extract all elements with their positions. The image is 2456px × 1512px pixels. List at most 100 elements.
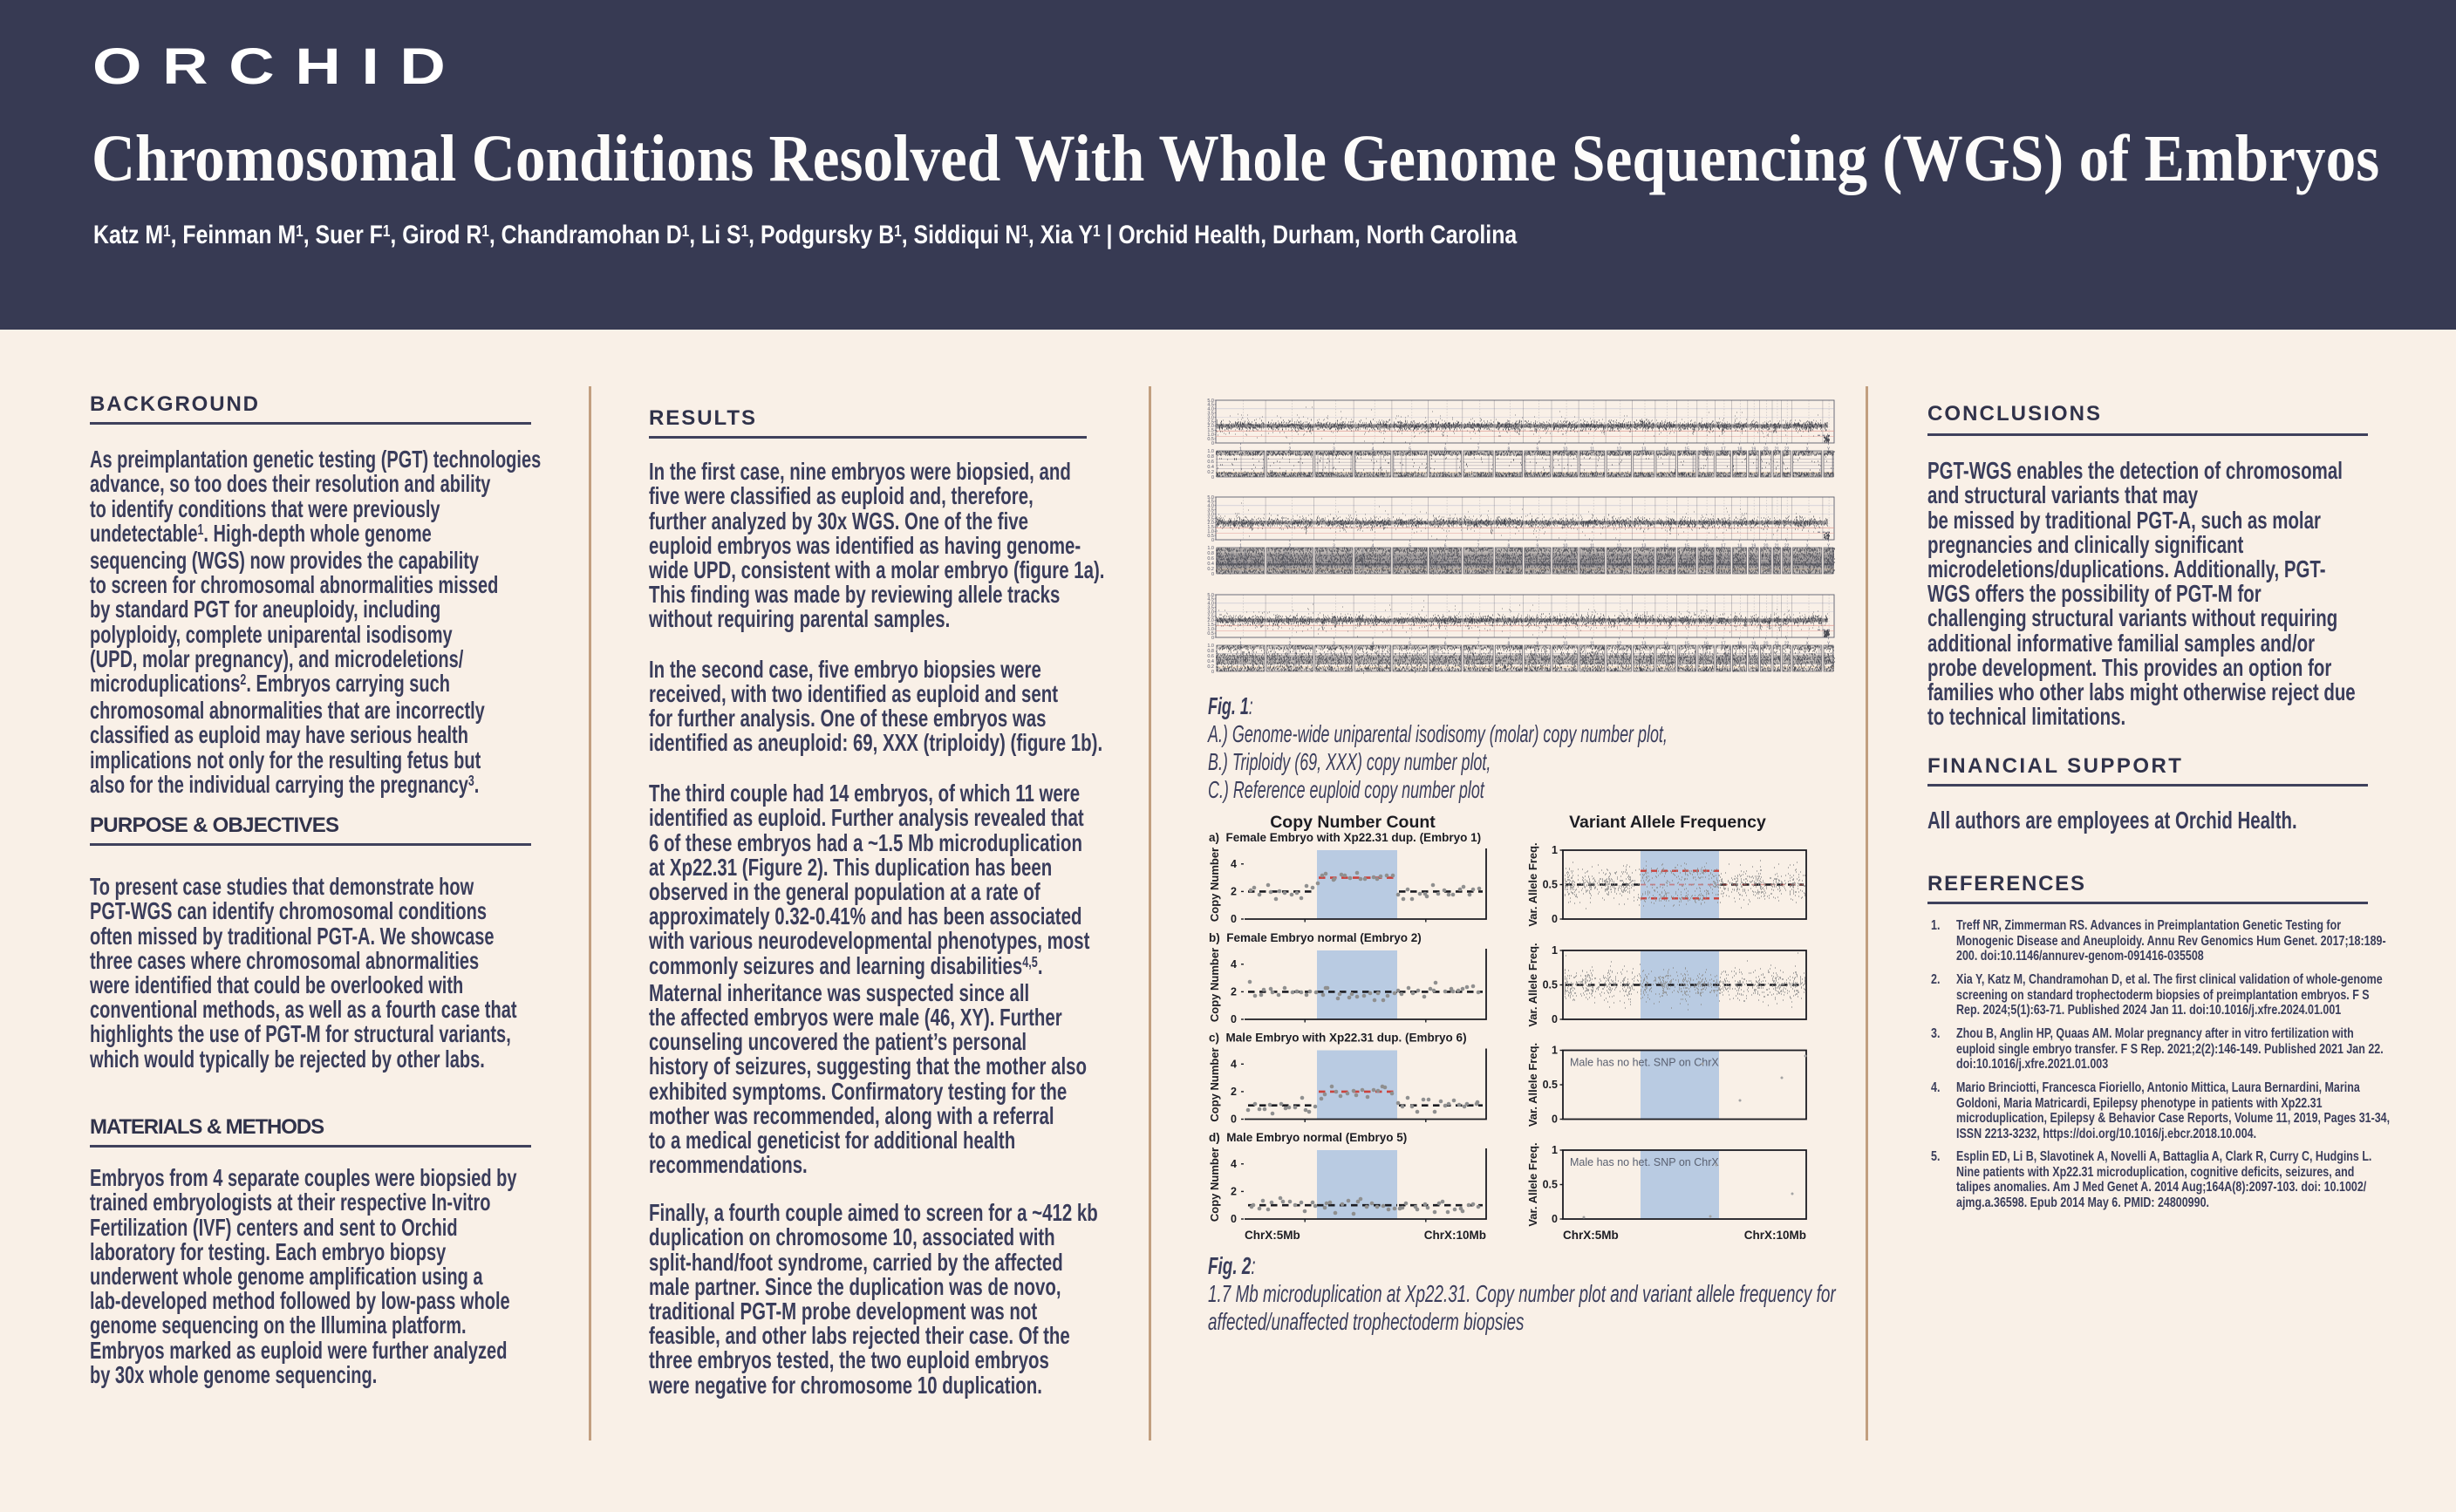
svg-text:4.5: 4.5 <box>1207 403 1214 408</box>
svg-text:5: 5 <box>1409 642 1411 647</box>
svg-text:2: 2 <box>1231 1086 1237 1098</box>
svg-text:3.5: 3.5 <box>1207 508 1214 514</box>
svg-text:12: 12 <box>1617 544 1622 549</box>
svg-text:0.4: 0.4 <box>1207 659 1214 664</box>
svg-text:9: 9 <box>1536 544 1538 549</box>
svg-text:4: 4 <box>1231 1158 1237 1170</box>
svg-text:Y: Y <box>1827 447 1831 453</box>
svg-text:9: 9 <box>1536 447 1538 453</box>
svg-text:0: 0 <box>1211 670 1214 675</box>
svg-text:0.8: 0.8 <box>1207 649 1214 654</box>
svg-text:18: 18 <box>1737 642 1743 647</box>
svg-text:Copy Number: Copy Number <box>1208 1047 1221 1121</box>
svg-text:2: 2 <box>1289 544 1292 549</box>
svg-text:9: 9 <box>1536 642 1538 647</box>
svg-text:0.8: 0.8 <box>1207 551 1214 556</box>
svg-text:22: 22 <box>1784 642 1790 647</box>
svg-text:2.0: 2.0 <box>1207 521 1214 526</box>
svg-text:Var. Allele Freq.: Var. Allele Freq. <box>1526 943 1539 1026</box>
svg-text:1.0: 1.0 <box>1207 627 1214 632</box>
svg-text:0.5: 0.5 <box>1543 979 1558 991</box>
svg-text:16: 16 <box>1703 544 1709 549</box>
svg-text:2.5: 2.5 <box>1207 419 1214 425</box>
svg-text:4.5: 4.5 <box>1207 500 1214 505</box>
svg-text:19: 19 <box>1751 447 1757 453</box>
svg-text:21: 21 <box>1775 642 1780 647</box>
svg-text:14: 14 <box>1663 642 1668 647</box>
svg-text:4: 4 <box>1372 544 1375 549</box>
svg-text:16: 16 <box>1703 447 1709 453</box>
svg-text:5: 5 <box>1409 544 1411 549</box>
svg-text:10: 10 <box>1563 447 1568 453</box>
svg-text:0.6: 0.6 <box>1207 654 1214 659</box>
svg-text:a) Female Embryo with Xp22.31: a) Female Embryo with Xp22.31 dup. (Embr… <box>1209 831 1481 844</box>
svg-text:11: 11 <box>1590 544 1594 549</box>
svg-text:0.2: 0.2 <box>1207 567 1214 572</box>
svg-text:4: 4 <box>1372 447 1375 453</box>
svg-text:4.5: 4.5 <box>1207 597 1214 603</box>
svg-text:0.5: 0.5 <box>1543 879 1558 891</box>
svg-text:2.0: 2.0 <box>1207 424 1214 429</box>
svg-text:3.0: 3.0 <box>1207 415 1214 420</box>
svg-text:ChrX:5Mb: ChrX:5Mb <box>1245 1229 1300 1242</box>
svg-text:1.0: 1.0 <box>1207 449 1214 454</box>
svg-text:0: 0 <box>1231 913 1237 925</box>
svg-text:4: 4 <box>1231 1058 1237 1070</box>
svg-text:17: 17 <box>1721 447 1726 453</box>
svg-text:2: 2 <box>1231 1185 1237 1197</box>
svg-text:Var. Allele Freq.: Var. Allele Freq. <box>1526 842 1539 926</box>
svg-text:7: 7 <box>1477 642 1480 647</box>
svg-text:10: 10 <box>1563 642 1568 647</box>
svg-text:Var. Allele Freq.: Var. Allele Freq. <box>1526 1142 1539 1226</box>
svg-text:0.2: 0.2 <box>1207 664 1214 670</box>
svg-text:1: 1 <box>1552 944 1558 957</box>
svg-text:2.5: 2.5 <box>1207 614 1214 619</box>
svg-text:21: 21 <box>1775 447 1780 453</box>
svg-text:15: 15 <box>1684 447 1689 453</box>
svg-text:0: 0 <box>1552 913 1558 925</box>
svg-text:22: 22 <box>1784 447 1790 453</box>
svg-text:19: 19 <box>1751 544 1757 549</box>
svg-text:0: 0 <box>1231 1114 1237 1126</box>
svg-text:2: 2 <box>1289 447 1292 453</box>
svg-text:4.0: 4.0 <box>1207 407 1214 412</box>
svg-text:7: 7 <box>1477 544 1480 549</box>
svg-text:13: 13 <box>1641 544 1647 549</box>
svg-text:Y: Y <box>1827 544 1831 549</box>
svg-text:1: 1 <box>1239 544 1242 549</box>
svg-text:16: 16 <box>1703 642 1709 647</box>
svg-text:0: 0 <box>1211 538 1214 543</box>
svg-text:1: 1 <box>1552 1045 1558 1057</box>
svg-text:0.5: 0.5 <box>1207 534 1214 539</box>
svg-text:1: 1 <box>1552 1144 1558 1156</box>
svg-text:15: 15 <box>1684 544 1689 549</box>
svg-text:17: 17 <box>1721 544 1726 549</box>
svg-text:15: 15 <box>1684 642 1689 647</box>
svg-text:12: 12 <box>1617 642 1622 647</box>
svg-text:0: 0 <box>1211 636 1214 641</box>
svg-text:18: 18 <box>1737 447 1743 453</box>
svg-text:8: 8 <box>1508 447 1511 453</box>
svg-text:1: 1 <box>1239 642 1242 647</box>
svg-text:5.0: 5.0 <box>1207 495 1214 501</box>
svg-text:6: 6 <box>1444 642 1447 647</box>
svg-text:0.5: 0.5 <box>1207 437 1214 442</box>
svg-text:3.5: 3.5 <box>1207 412 1214 417</box>
svg-text:3.0: 3.0 <box>1207 610 1214 615</box>
svg-text:1.5: 1.5 <box>1207 525 1214 530</box>
svg-text:Copy Number Count: Copy Number Count <box>1270 813 1436 832</box>
svg-text:12: 12 <box>1617 447 1622 453</box>
svg-text:0: 0 <box>1552 1213 1558 1225</box>
svg-text:0: 0 <box>1211 475 1214 480</box>
svg-text:3.5: 3.5 <box>1207 606 1214 611</box>
svg-text:X: X <box>1806 544 1810 549</box>
svg-text:X: X <box>1806 447 1810 453</box>
svg-text:1.5: 1.5 <box>1207 428 1214 433</box>
svg-text:3: 3 <box>1333 642 1335 647</box>
svg-text:0.5: 0.5 <box>1543 1079 1558 1091</box>
svg-text:1.0: 1.0 <box>1207 546 1214 551</box>
svg-text:ChrX:10Mb: ChrX:10Mb <box>1424 1229 1486 1242</box>
svg-text:22: 22 <box>1784 544 1790 549</box>
svg-text:3: 3 <box>1333 447 1335 453</box>
svg-text:2.5: 2.5 <box>1207 516 1214 521</box>
